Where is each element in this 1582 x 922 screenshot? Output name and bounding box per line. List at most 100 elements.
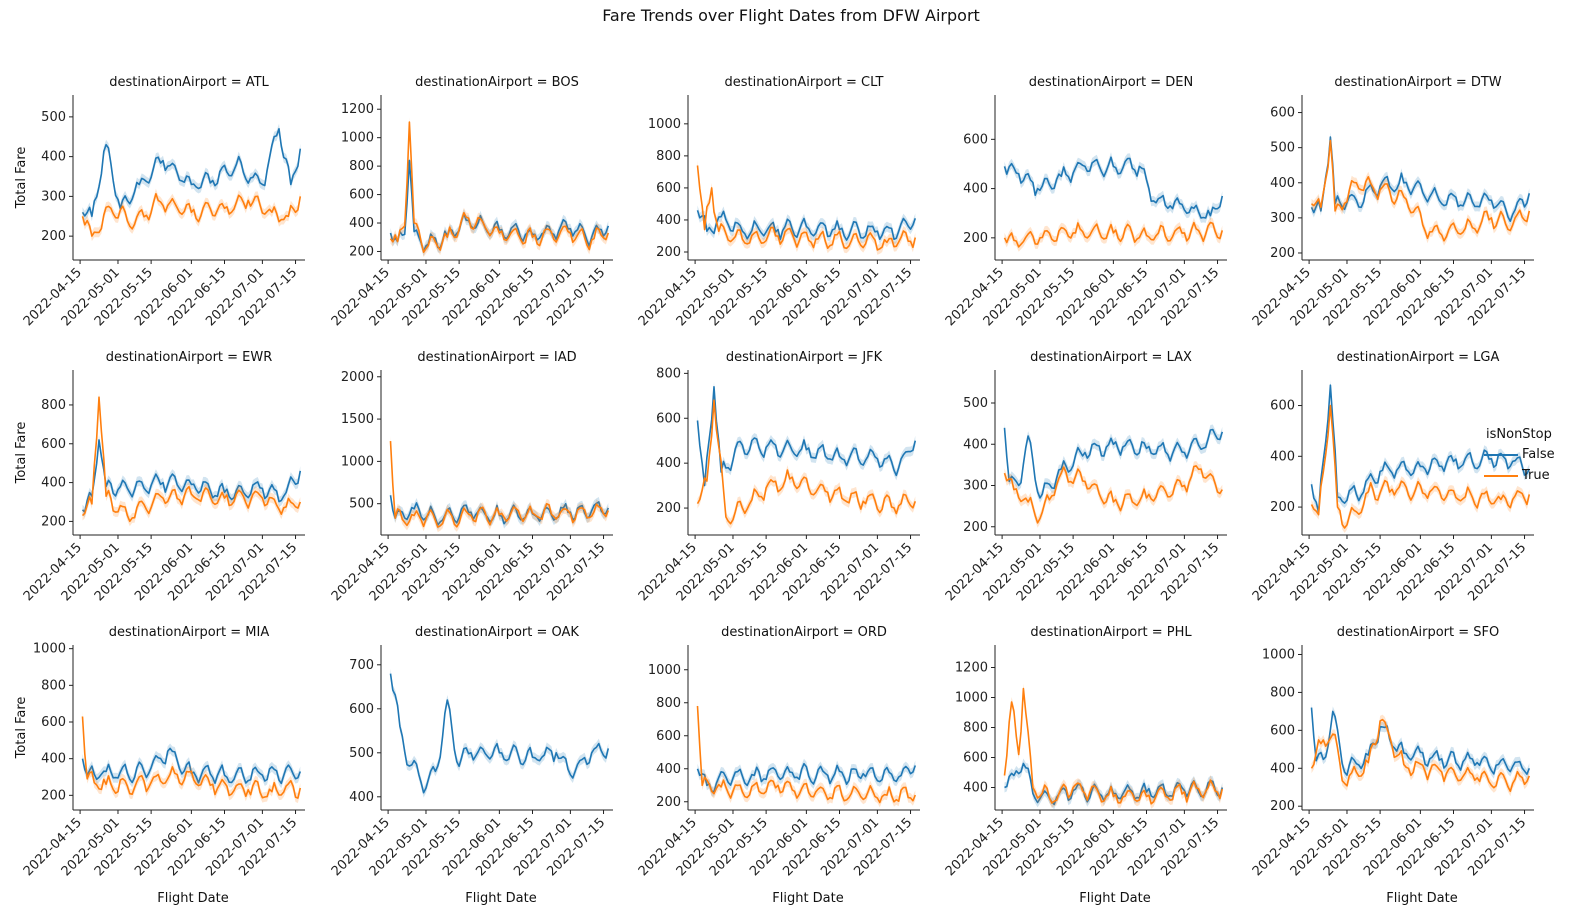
series-false-line (696, 210, 917, 241)
x-axis-label: Flight Date (772, 891, 844, 906)
y-tick-label: 200 (963, 231, 988, 246)
y-tick-label: 300 (963, 479, 988, 494)
y-tick-label: 300 (1270, 211, 1295, 226)
panel-title: destinationAirport = SFO (1337, 625, 1499, 640)
series-false-line (696, 762, 917, 793)
facet-panel: destinationAirport = DTW2003004005006002… (1250, 75, 1534, 329)
y-tick-label: 200 (656, 245, 681, 260)
y-tick-label: 1200 (341, 102, 374, 117)
series-true-line (696, 399, 917, 525)
legend: isNonStop False True (1484, 427, 1555, 486)
series-true-line (81, 193, 302, 237)
y-tick-label: 400 (1270, 449, 1295, 464)
y-tick-label: 2000 (341, 370, 374, 385)
series-false-line (81, 128, 302, 218)
legend-swatch-false (1484, 453, 1518, 456)
facet-panel: destinationAirport = PHL 400 600 800 1000 120… (943, 625, 1227, 906)
panel-title: destinationAirport = ORD (721, 625, 887, 640)
y-tick-label: 600 (656, 729, 681, 744)
series-false-line (81, 439, 302, 513)
y-tick-label: 800 (656, 366, 681, 381)
y-tick-label: 400 (349, 790, 374, 805)
facet-panel: destinationAirport = IAD5001000150020002… (329, 350, 613, 604)
y-axis-label: Total Fare (14, 147, 29, 210)
series-false-line (1310, 384, 1531, 514)
y-tick-label: 200 (349, 244, 374, 259)
panel-title: destinationAirport = LGA (1337, 350, 1500, 365)
panel-title: destinationAirport = JFK (726, 350, 883, 365)
series-true-line (696, 705, 917, 804)
y-tick-label: 400 (41, 476, 66, 491)
y-tick-label: 400 (41, 150, 66, 165)
x-axis-label: Flight Date (465, 891, 537, 906)
panel-title: destinationAirport = EWR (106, 350, 273, 365)
y-tick-label: 600 (656, 181, 681, 196)
y-tick-label: 500 (41, 110, 66, 125)
series-true-line (1310, 404, 1531, 529)
series-true-line (81, 396, 302, 523)
panel-title: destinationAirport = IAD (417, 350, 576, 365)
y-tick-label: 200 (1270, 246, 1295, 261)
series-true-ci-band (1004, 217, 1223, 252)
series-false-line (1310, 707, 1531, 776)
facet-panel: destinationAirport = CLT 200 400 600 800 1000… (636, 75, 920, 329)
y-axis-label: Total Fare (14, 697, 29, 760)
y-tick-label: 1000 (1262, 647, 1295, 662)
series-true-line (1003, 465, 1223, 524)
legend-entry-true: True (1484, 465, 1555, 486)
legend-label-true: True (1522, 468, 1550, 483)
series-true-ci-band (697, 701, 916, 808)
y-tick-label: 800 (41, 398, 66, 413)
panel-title: destinationAirport = CLT (725, 75, 884, 90)
y-tick-label: 200 (41, 788, 66, 803)
y-tick-label: 200 (656, 501, 681, 516)
facet-panel: destinationAirport = ATL2003004005002022… (14, 75, 305, 329)
y-tick-label: 1000 (341, 454, 374, 469)
y-tick-label: 300 (41, 189, 66, 204)
legend-swatch-true (1484, 474, 1518, 477)
y-tick-label: 400 (963, 182, 988, 197)
y-tick-label: 200 (1270, 500, 1295, 515)
y-tick-label: 600 (41, 715, 66, 730)
panel-title: destinationAirport = LAX (1030, 350, 1192, 365)
y-tick-label: 800 (656, 149, 681, 164)
y-tick-label: 1200 (955, 661, 988, 676)
legend-entry-false: False (1484, 444, 1555, 465)
series-true-line (1003, 221, 1224, 248)
y-tick-label: 500 (963, 396, 988, 411)
y-tick-label: 200 (1270, 799, 1295, 814)
y-tick-label: 600 (1270, 723, 1295, 738)
y-tick-label: 200 (963, 520, 988, 535)
facet-panel: destinationAirport = OAK4005006007002022… (329, 625, 613, 906)
facet-panel: destinationAirport = LAX2003004005002022… (943, 350, 1227, 604)
y-tick-label: 500 (349, 497, 374, 512)
facet-panel: destinationAirport = JFK2004006008002022… (636, 350, 920, 604)
series-true-ci-band (697, 160, 916, 255)
series-true-ci-band (390, 117, 609, 258)
y-tick-label: 400 (1270, 176, 1295, 191)
series-false-line (389, 159, 610, 253)
series-true-ci-band (82, 711, 301, 803)
y-tick-label: 500 (1270, 141, 1295, 156)
series-false-line (1003, 156, 1224, 219)
y-tick-label: 1000 (341, 131, 374, 146)
y-tick-label: 600 (349, 188, 374, 203)
series-false-ci-band (390, 668, 609, 798)
y-tick-label: 1500 (341, 412, 374, 427)
legend-label-false: False (1522, 447, 1555, 462)
series-false-ci-band (1311, 702, 1530, 780)
y-tick-label: 1000 (33, 642, 66, 657)
y-tick-label: 200 (41, 229, 66, 244)
y-tick-label: 600 (963, 132, 988, 147)
y-tick-label: 1000 (648, 117, 681, 132)
y-tick-label: 800 (1270, 685, 1295, 700)
series-true-line (389, 121, 610, 253)
facet-panel: destinationAirport = BOS 200 400 600 800 1000… (329, 75, 613, 329)
series-true-ci-band (82, 392, 301, 527)
y-tick-label: 800 (963, 721, 988, 736)
panel-title: destinationAirport = DTW (1334, 75, 1501, 90)
y-tick-label: 600 (1270, 106, 1295, 121)
y-tick-label: 1000 (955, 691, 988, 706)
y-tick-label: 400 (349, 216, 374, 231)
